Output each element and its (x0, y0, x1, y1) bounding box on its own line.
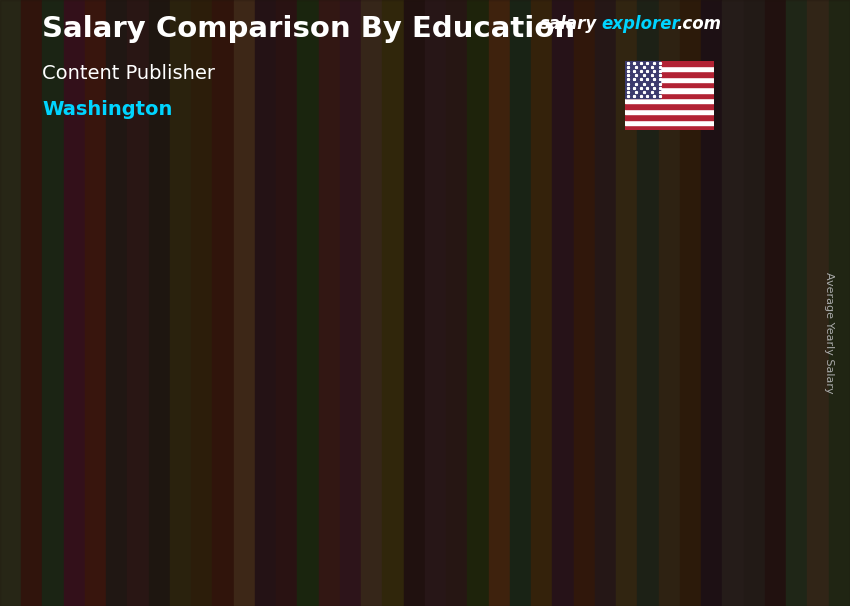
Bar (191, 0, 212, 606)
Bar (625, 119, 714, 125)
Text: 112,000 USD: 112,000 USD (564, 186, 672, 201)
Bar (625, 125, 714, 130)
Bar (0, 0, 21, 606)
Text: 81,300 USD: 81,300 USD (355, 270, 452, 285)
Bar (786, 0, 807, 606)
Bar (829, 0, 850, 606)
Bar (659, 0, 680, 606)
Bar (446, 0, 468, 606)
Bar (625, 93, 714, 98)
Text: Salary Comparison By Education: Salary Comparison By Education (42, 15, 575, 43)
Text: salary: salary (540, 15, 597, 33)
Bar (625, 109, 714, 114)
Bar (808, 0, 829, 606)
Bar (489, 0, 510, 606)
Polygon shape (354, 295, 451, 296)
Bar (625, 87, 714, 93)
Bar (234, 0, 255, 606)
Bar (212, 0, 234, 606)
Bar (744, 0, 765, 606)
Text: High School: High School (129, 547, 240, 565)
Text: +38%: +38% (461, 104, 547, 130)
Text: 56,800 USD: 56,800 USD (116, 336, 212, 351)
Polygon shape (218, 361, 234, 515)
Polygon shape (571, 213, 654, 515)
FancyArrowPatch shape (177, 79, 561, 357)
Bar (595, 0, 616, 606)
Text: +43%: +43% (243, 187, 328, 213)
Bar (625, 104, 714, 109)
Bar (625, 61, 714, 66)
Text: Average Yearly Salary: Average Yearly Salary (824, 273, 834, 394)
Bar (625, 82, 714, 87)
Polygon shape (135, 361, 234, 362)
Bar (531, 0, 552, 606)
Polygon shape (436, 295, 451, 515)
Bar (382, 0, 404, 606)
Polygon shape (354, 296, 436, 515)
Bar (625, 66, 714, 72)
Bar (625, 98, 714, 104)
Bar (765, 0, 786, 606)
Bar (85, 0, 106, 606)
Polygon shape (654, 212, 669, 515)
Bar (298, 0, 319, 606)
Bar (128, 0, 149, 606)
Bar (106, 0, 128, 606)
Bar (319, 0, 340, 606)
Bar (170, 0, 191, 606)
Bar (722, 0, 744, 606)
Bar (625, 72, 714, 77)
Text: explorer: explorer (601, 15, 680, 33)
Bar (149, 0, 170, 606)
Bar (404, 0, 425, 606)
Bar (361, 0, 382, 606)
Bar (680, 0, 701, 606)
Polygon shape (135, 362, 218, 515)
FancyArrowPatch shape (394, 0, 779, 291)
Bar (625, 61, 660, 98)
Bar (701, 0, 722, 606)
Bar (625, 77, 714, 82)
Bar (625, 114, 714, 119)
Text: Certificate or
Diploma: Certificate or Diploma (340, 547, 464, 586)
Bar (616, 0, 638, 606)
Bar (425, 0, 446, 606)
Bar (574, 0, 595, 606)
Bar (255, 0, 276, 606)
Bar (42, 0, 64, 606)
Bar (340, 0, 361, 606)
Bar (64, 0, 85, 606)
Bar (510, 0, 531, 606)
Text: Bachelor's
Degree: Bachelor's Degree (571, 547, 669, 586)
Bar (21, 0, 42, 606)
Bar (552, 0, 574, 606)
Bar (468, 0, 489, 606)
Bar (638, 0, 659, 606)
Text: Washington: Washington (42, 100, 173, 119)
Bar (276, 0, 298, 606)
Text: Content Publisher: Content Publisher (42, 64, 216, 82)
Text: .com: .com (676, 15, 721, 33)
Polygon shape (571, 212, 669, 213)
